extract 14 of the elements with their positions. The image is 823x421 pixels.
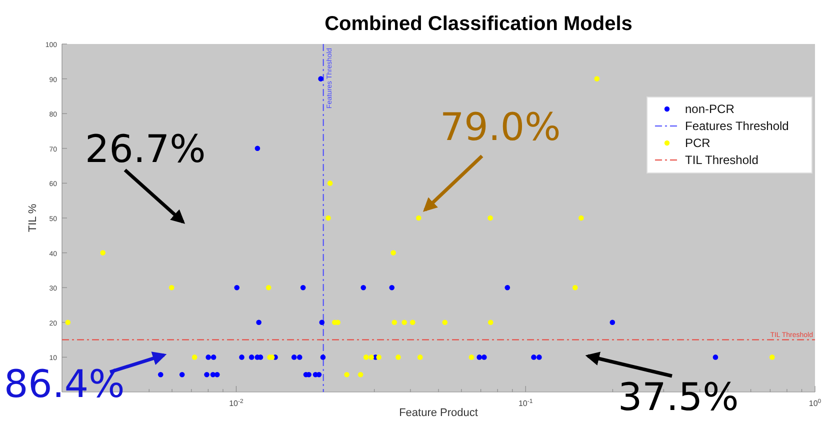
annotation: 79.0% [440, 105, 561, 149]
chart-title: Combined Classification Models [324, 13, 632, 35]
x-tick-label: 10$^{-2}$ [229, 398, 244, 408]
x-axis-title: Feature Product [399, 407, 478, 419]
annotation: 86.4% [4, 362, 125, 406]
legend-label: non-PCR [685, 102, 735, 116]
annotation: 37.5% [618, 375, 739, 419]
x-tick-label: 10$^{0}$ [808, 398, 822, 408]
annotation: 26.7% [85, 127, 206, 171]
text: TIL Threshold [685, 153, 758, 167]
text: Features Threshold [685, 119, 789, 133]
x-tick-label: 10$^{-1}$ [518, 398, 534, 408]
y-axis-title: TIL % [27, 204, 39, 232]
legend-label: PCR [685, 136, 711, 150]
